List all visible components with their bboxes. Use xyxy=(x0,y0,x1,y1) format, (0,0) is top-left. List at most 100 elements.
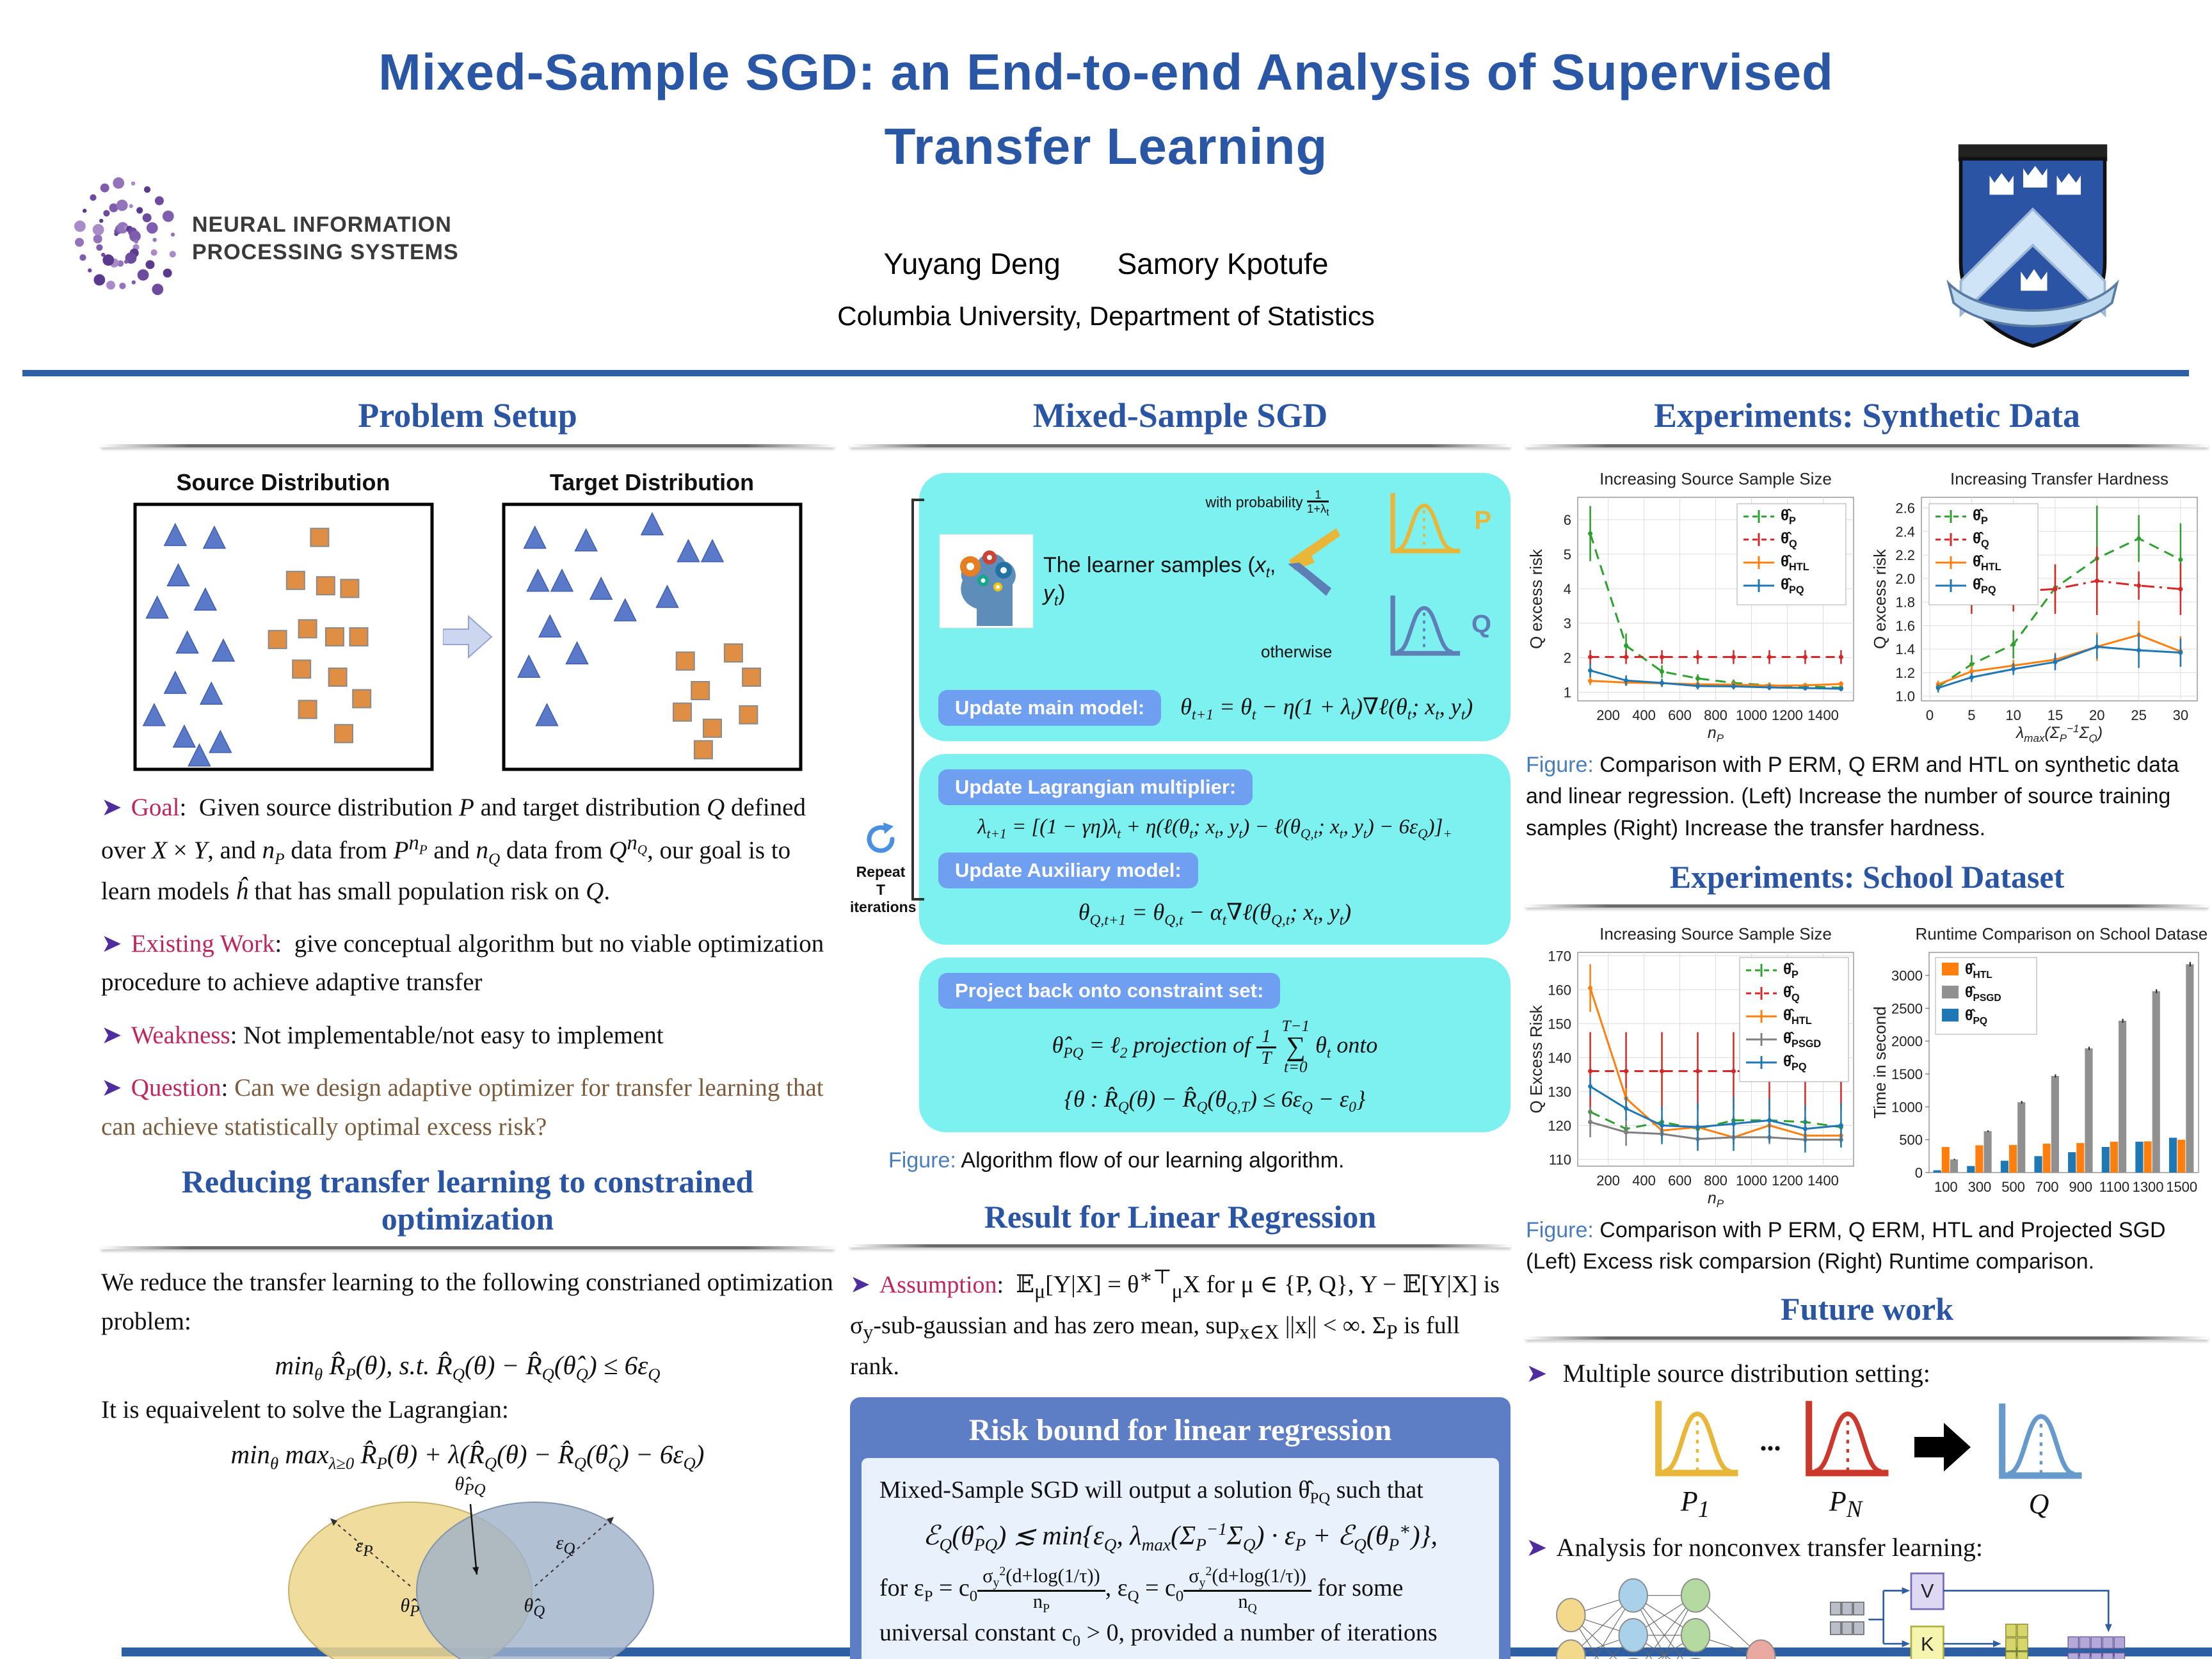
svg-text:K: K xyxy=(1921,1633,1934,1655)
venn-theta-q-label: θ̂Q xyxy=(524,1594,545,1620)
project-back-pill: Project back onto constraint set: xyxy=(938,972,1281,1009)
gaussian-p1-icon xyxy=(1655,1401,1738,1477)
svg-text:1500: 1500 xyxy=(2166,1179,2197,1195)
attention-diagram-icon: VKQAttentionscores xyxy=(1830,1573,2126,1659)
svg-text:2.4: 2.4 xyxy=(1895,524,1915,540)
svg-text:Q excess risk: Q excess risk xyxy=(1527,549,1546,649)
q-label: Q xyxy=(2028,1488,2049,1520)
svg-text:200: 200 xyxy=(1596,707,1620,723)
svg-text:Increasing Source Sample Size: Increasing Source Sample Size xyxy=(1599,469,1832,488)
p-label: P xyxy=(1474,506,1491,534)
school-charts: 200 400 600 800 1000 1200 1400 110 120 130 140 150 1… xyxy=(1526,922,2208,1208)
svg-text:1100: 1100 xyxy=(2099,1179,2129,1195)
svg-text:15: 15 xyxy=(2048,707,2063,723)
section-title-mixed-sample-sgd: Mixed-Sample SGD xyxy=(1032,396,1328,435)
repeat-label: Repeat T iterations xyxy=(850,863,917,916)
distribution-figure: Source Distribution Target Distribution xyxy=(101,469,834,774)
neurips-logo-text: NEURAL INFORMATION PROCESSING SYSTEMS xyxy=(192,212,459,264)
svg-text:600: 600 xyxy=(1668,707,1692,723)
svg-text:0: 0 xyxy=(1915,1165,1923,1181)
svg-text:1.4: 1.4 xyxy=(1895,641,1915,657)
pq-sampling-diagram: with probability 1 1+λt P xyxy=(1206,488,1491,674)
svg-text:2000: 2000 xyxy=(1891,1034,1923,1050)
svg-text:Q Excess Risk: Q Excess Risk xyxy=(1527,1004,1546,1113)
svg-text:θ̂PQ: θ̂PQ xyxy=(1973,576,1996,596)
reduction-paragraph: We reduce the transfer learning to the f… xyxy=(101,1269,833,1335)
svg-text:1000: 1000 xyxy=(1736,1173,1767,1189)
section-title-problem-setup: Problem Setup xyxy=(358,396,577,435)
figure-caption-algorithm: Figure: Algorithm flow of our learning a… xyxy=(888,1148,1345,1173)
column-mixed-sample-sgd: Mixed-Sample SGD Repeat T iterations xyxy=(850,384,1511,1659)
otherwise-label: otherwise xyxy=(1261,642,1333,661)
svg-text:300: 300 xyxy=(1968,1179,1992,1195)
divider xyxy=(101,1246,834,1250)
svg-text:3000: 3000 xyxy=(1891,968,1923,984)
svg-text:1400: 1400 xyxy=(1807,1173,1839,1189)
distribution-q-icon xyxy=(1390,595,1461,656)
divider xyxy=(101,444,834,447)
target-distribution-label: Target Distribution xyxy=(549,469,755,495)
gaussian-pn-icon xyxy=(1805,1401,1888,1477)
svg-text:20: 20 xyxy=(2089,707,2104,723)
svg-text:120: 120 xyxy=(1548,1118,1571,1134)
figure-caption-synthetic: Figure: Comparison with P ERM, Q ERM and… xyxy=(1526,753,2179,840)
svg-text:2: 2 xyxy=(1564,650,1571,666)
svg-text:200: 200 xyxy=(1596,1173,1620,1189)
gaussian-q-icon xyxy=(1998,1404,2081,1479)
section-title-future-work: Future work xyxy=(1781,1291,1953,1327)
venn-theta-p-label: θ̂P xyxy=(400,1594,420,1620)
neurips-logo-icon xyxy=(74,177,176,296)
source-distribution-label: Source Distribution xyxy=(176,469,390,495)
svg-text:1300: 1300 xyxy=(2133,1179,2164,1195)
svg-text:1.2: 1.2 xyxy=(1895,665,1915,681)
black-arrow-icon xyxy=(1914,1423,1971,1472)
svg-text:1200: 1200 xyxy=(1772,707,1803,723)
venn-diagram: θ̂PQ εP θ̂P εQ θ̂Q xyxy=(218,1473,717,1659)
risk-bound-body: Mixed-Sample SGD will output a solution … xyxy=(862,1457,1499,1659)
svg-text:400: 400 xyxy=(1632,1173,1656,1189)
lagrangian-equation: minθ maxλ≥0 R̂P(θ) + λ(R̂Q(θ) − R̂Q(θ̂Q)… xyxy=(230,1439,705,1473)
svg-text:1: 1 xyxy=(1564,685,1571,701)
main-model-equation: θt+1 = θt − η(1 + λt)∇ℓ(θt; xt, yt) xyxy=(1180,694,1473,724)
svg-text:Q excess risk: Q excess risk xyxy=(1870,549,1889,649)
svg-text:1000: 1000 xyxy=(1891,1099,1923,1115)
svg-text:5: 5 xyxy=(1564,547,1571,563)
lagrangian-update-box: Update Lagrangian multiplier: λt+1 = [(1… xyxy=(919,754,1511,945)
svg-text:110: 110 xyxy=(1549,1151,1571,1167)
with-probability-label: with probability 1 1+λt xyxy=(1205,488,1329,518)
svg-text:2.2: 2.2 xyxy=(1895,547,1915,563)
repeat-icon xyxy=(867,822,895,853)
svg-text:1000: 1000 xyxy=(1736,707,1767,723)
svg-text:1500: 1500 xyxy=(1891,1066,1923,1082)
chart-increasing-transfer-hardness: 0 5 10 15 20 25 30 1.0 1.2 1.4 1.6 1.8 2.0 2.2 2.4 2.6 I… xyxy=(1870,469,2198,743)
neural-network-icon xyxy=(1556,1578,1776,1659)
divider xyxy=(1526,1336,2208,1340)
section-title-school: Experiments: School Dataset xyxy=(1669,858,2065,895)
svg-text:10: 10 xyxy=(2005,707,2021,723)
future-work-bullet-1: ➤ Multiple source distribution setting: xyxy=(1526,1359,1930,1389)
bullet-question: ➤ Question: Can we design adaptive optimi… xyxy=(101,1073,824,1141)
divider xyxy=(850,1244,1511,1247)
svg-text:1200: 1200 xyxy=(1772,1173,1803,1189)
header-divider xyxy=(22,370,2189,376)
chart-school-runtime: 0 500 1000 1500 2000 2500 3000 Runtime Comparis… xyxy=(1870,924,2208,1195)
svg-text:5: 5 xyxy=(1968,707,1975,723)
svg-text:1400: 1400 xyxy=(1807,707,1839,723)
svg-text:700: 700 xyxy=(2035,1179,2059,1195)
chart-increasing-source-sample-size: 200 400 600 800 1000 1200 1400 1 2 3 4 5 6 Increasing… xyxy=(1527,469,1854,743)
projection-equation-2: {θ : R̂Q(θ) − R̂Q(θQ,T) ≤ 6εQ − ε0} xyxy=(1064,1086,1366,1116)
svg-text:500: 500 xyxy=(2001,1179,2025,1195)
page-title: Mixed-Sample SGD: an End-to-end Analysis… xyxy=(378,44,1834,175)
svg-text:3: 3 xyxy=(1564,616,1571,632)
svg-text:1.8: 1.8 xyxy=(1895,595,1915,611)
venn-theta-pq-label: θ̂PQ xyxy=(454,1473,486,1498)
svg-text:Increasing Transfer Hardness: Increasing Transfer Hardness xyxy=(1950,469,2168,488)
svg-text:150: 150 xyxy=(1548,1016,1571,1032)
loop-bracket xyxy=(911,499,924,901)
risk-bound-eq1: ℰQ(θ̂PQ) ≲ min{εQ, λmax(ΣP−1ΣQ) · εP + ℰ… xyxy=(923,1519,1438,1555)
risk-bound-title: Risk bound for linear regression xyxy=(968,1413,1392,1447)
column-problem-setup: Problem Setup Source Distribution Target… xyxy=(101,384,834,1659)
q-label: Q xyxy=(1471,610,1491,638)
section-title-synthetic: Experiments: Synthetic Data xyxy=(1654,396,2080,435)
